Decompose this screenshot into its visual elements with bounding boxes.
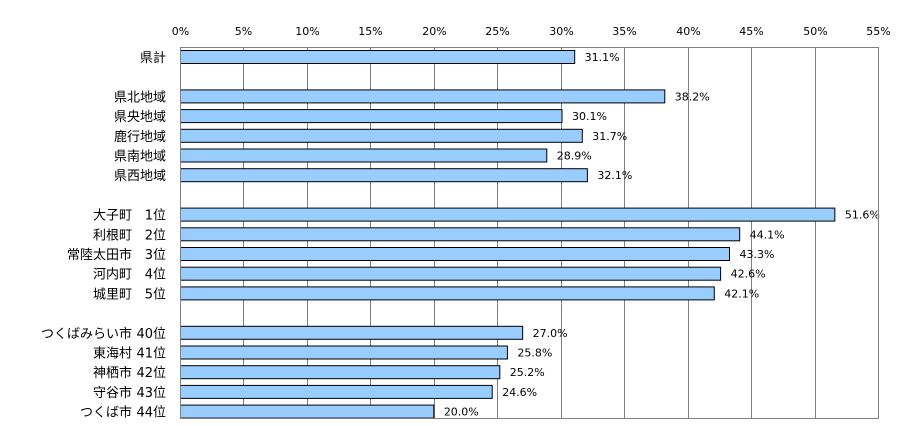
category-label: 県北地域 [114,90,166,105]
category-label: 城里町 [93,287,132,302]
bar [180,168,588,183]
data-label: 25.8% [517,347,552,360]
bar [180,207,836,222]
rank-label: 43位 [136,386,166,401]
rank-label: 40位 [136,327,166,342]
data-label: 32.1% [597,169,632,182]
x-tick-label: 15% [358,25,382,38]
bar [180,50,576,64]
category-label: 県央地域 [114,110,166,125]
rank-label: 1位 [145,209,166,224]
plot-frame [180,47,879,419]
bar [180,148,548,163]
bar [180,128,583,143]
data-label: 27.0% [533,327,568,340]
category-label: 守谷市 [93,385,132,401]
data-label: 28.9% [557,150,592,163]
bar [180,286,715,301]
x-tick-label: 40% [676,25,700,38]
bar [180,345,508,360]
x-tick-label: 10% [295,25,319,38]
bars [180,50,836,419]
bar [180,266,722,281]
x-tick-label: 20% [422,25,446,38]
x-tick-label: 5% [235,25,252,38]
category-label: つくばみらい市 [41,326,132,342]
rank-label: 41位 [136,347,166,362]
bar [180,109,563,124]
category-label: 東海村 [93,346,132,362]
data-label: 30.1% [572,110,607,123]
rank-label: 4位 [145,268,166,283]
x-tick-label: 55% [866,25,890,38]
data-label: 31.1% [585,51,620,64]
bar [180,227,741,242]
data-label: 42.6% [731,268,766,281]
category-label: 鹿行地域 [114,129,166,145]
data-labels: 31.1% 38.2% 30.1% 31.7%28.9% 32.1% 51.6% 44.1%… [444,51,880,419]
category-label: 神栖市 [93,365,132,381]
x-axis-ticks: 0% 5% 10% 15% 20% 25% 30% 35% 40% 45% 50% 55% [172,25,891,38]
data-label: 25.2% [510,366,545,379]
rank-label: 5位 [145,287,166,302]
category-label: 河内町 [93,267,132,283]
data-label: 44.1% [750,228,785,241]
category-label: つくば市 [80,405,132,421]
rank-label: 2位 [145,228,166,243]
x-tick-label: 45% [739,25,763,38]
data-label: 43.3% [740,248,775,261]
data-label: 42.1% [724,287,759,300]
category-label: 県西地域 [114,169,166,184]
x-tick-label: 0% [172,25,189,38]
category-label: 大子町 [93,209,132,224]
rank-label: 42位 [136,366,166,381]
x-tick-label: 50% [803,25,827,38]
x-tick-label: 35% [612,25,636,38]
rank-label: 44位 [136,406,166,421]
category-label: 利根町 [93,228,132,243]
bar [180,247,731,261]
x-tick-label: 25% [485,25,509,38]
category-label: 県計 [140,50,166,66]
bar [180,325,524,340]
category-label: 常陸太田市 [67,247,132,263]
rank-label: 3位 [145,248,166,263]
data-label: 38.2% [675,90,710,103]
bar [180,365,501,380]
x-tick-label: 30% [549,25,573,38]
category-label: 県南地域 [114,149,166,165]
data-label: 31.7% [592,130,627,143]
bar [180,384,493,399]
data-label: 51.6% [845,209,880,222]
data-label: 24.6% [502,386,537,399]
data-label: 20.0% [444,406,479,419]
bar [180,404,435,419]
bar [180,89,666,104]
